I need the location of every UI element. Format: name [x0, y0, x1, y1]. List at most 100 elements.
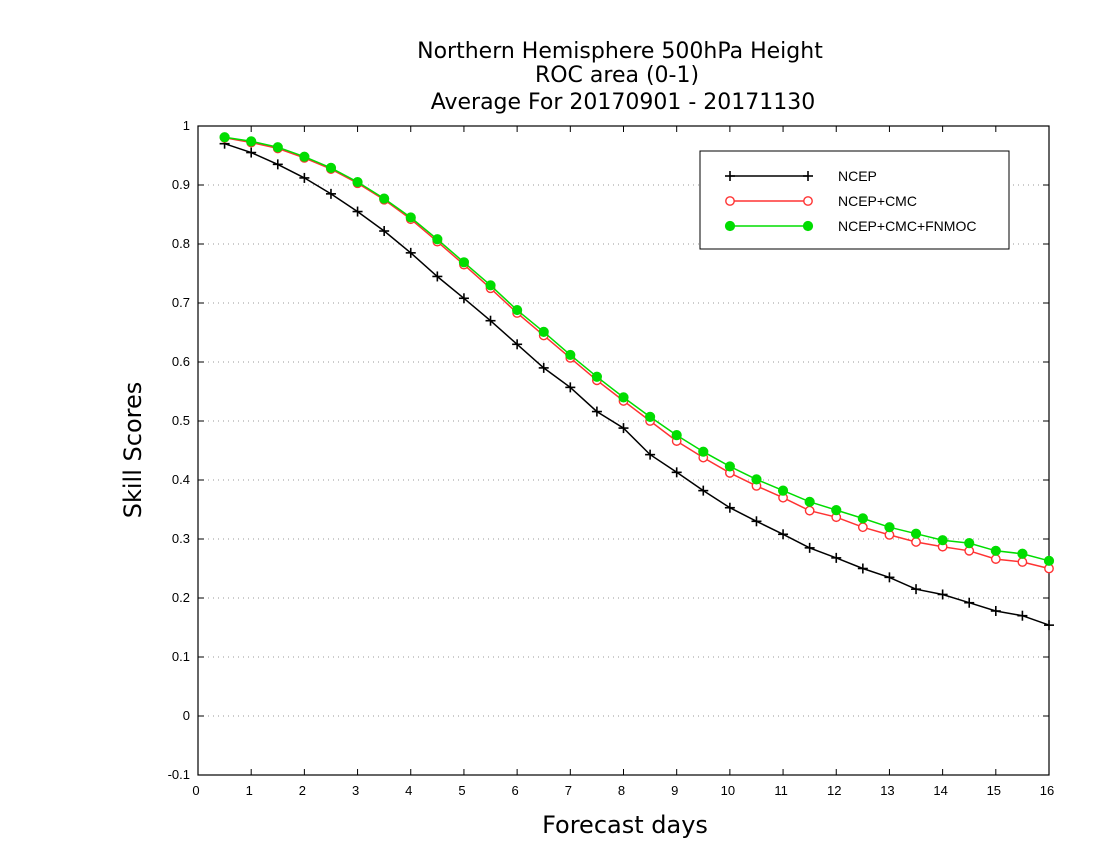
data-point [937, 535, 948, 546]
data-point [565, 349, 576, 361]
x-axis-ticks: 0 1 2 3 4 5 6 7 8 9 10 11 12 13 14 15 16 [192, 126, 1054, 798]
grid-lines [198, 184, 1049, 717]
y-tick-label: 0.4 [172, 472, 190, 487]
data-point [884, 522, 895, 533]
legend-marker [725, 171, 735, 181]
data-point [1017, 548, 1028, 559]
x-tick-label: 10 [721, 783, 735, 798]
data-point [804, 496, 815, 507]
x-tick-label: 5 [458, 783, 465, 798]
data-point [751, 516, 762, 527]
data-point [778, 529, 789, 540]
data-point [272, 159, 283, 170]
data-point [964, 597, 975, 608]
y-tick-label: 0.8 [172, 236, 190, 251]
data-point [724, 502, 735, 513]
x-axis-label: Forecast days [542, 811, 708, 839]
y-tick-label: 0.3 [172, 531, 190, 546]
data-point [911, 584, 922, 595]
data-point [1017, 610, 1028, 621]
data-point [299, 172, 310, 183]
data-point [804, 505, 815, 516]
data-point [246, 136, 257, 147]
data-point [246, 147, 257, 158]
x-tick-label: 13 [880, 783, 894, 798]
legend: NCEP NCEP+CMC NCEP+CMC+FNMOC [699, 150, 1010, 250]
legend-items: NCEP NCEP+CMC NCEP+CMC+FNMOC [724, 168, 976, 234]
x-tick-label: 4 [405, 783, 412, 798]
data-point [485, 280, 496, 291]
x-tick-label: 2 [299, 783, 306, 798]
y-axis-label: Skill Scores [119, 382, 147, 519]
x-tick-label: 7 [565, 783, 572, 798]
data-point [831, 504, 842, 516]
data-point [405, 247, 416, 258]
legend-marker [725, 196, 735, 206]
x-tick-label: 12 [827, 783, 841, 798]
data-point [857, 522, 868, 533]
data-point [352, 206, 363, 217]
data-point [937, 589, 948, 600]
data-point [724, 461, 735, 472]
legend-label: NCEP+CMC+FNMOC [838, 218, 976, 234]
data-point [857, 513, 868, 524]
data-point [910, 528, 922, 539]
data-point [352, 176, 363, 188]
series-lines [219, 132, 1055, 631]
x-tick-label: 16 [1040, 783, 1054, 798]
y-axis-ticks: -0.1 0 0.1 0.2 0.3 0.4 0.5 0.6 0.7 0.8 0.9 1 [168, 118, 1049, 782]
x-tick-label: 0 [192, 783, 199, 798]
x-tick-label: 8 [618, 783, 625, 798]
series-line-0 [224, 142, 1050, 626]
data-point [698, 446, 709, 457]
x-tick-label: 9 [671, 783, 678, 798]
data-point [432, 271, 443, 282]
series-2 [219, 132, 1055, 566]
data-point [458, 293, 469, 304]
title-line-3: Average For 20170901 - 20171130 [431, 90, 816, 115]
y-tick-label: 0.7 [172, 295, 190, 310]
y-tick-label: 0.6 [172, 354, 190, 369]
y-tick-label: 0.1 [172, 649, 190, 664]
data-point [1044, 620, 1054, 631]
data-point [618, 392, 629, 403]
data-point [618, 423, 629, 434]
chart-title: Northern Hemisphere 500hPa Height ROC ar… [417, 39, 823, 115]
data-point [538, 326, 549, 338]
x-tick-label: 3 [352, 783, 359, 798]
data-point [911, 537, 921, 547]
data-point [777, 485, 789, 496]
data-point [325, 162, 337, 173]
data-point [432, 234, 443, 245]
legend-entry-1: NCEP+CMC [725, 193, 917, 209]
x-tick-label: 1 [246, 783, 253, 798]
data-point [884, 572, 895, 583]
data-point [645, 449, 656, 460]
data-point [804, 542, 815, 553]
y-tick-label: 0.2 [172, 590, 190, 605]
data-point [990, 605, 1001, 616]
legend-entry-0: NCEP [725, 168, 877, 184]
data-point [512, 304, 523, 316]
data-point [591, 406, 602, 417]
data-point [1043, 555, 1055, 566]
data-point [325, 188, 336, 199]
legend-marker [803, 196, 813, 206]
legend-marker [724, 220, 736, 232]
data-point [379, 226, 390, 237]
y-tick-label: 0.5 [172, 413, 190, 428]
data-point [990, 545, 1001, 556]
data-point [485, 315, 496, 326]
legend-marker [803, 171, 813, 181]
data-point [698, 485, 709, 496]
legend-label: NCEP+CMC [838, 193, 917, 209]
data-point [671, 467, 682, 478]
data-point [565, 382, 576, 393]
data-point [379, 193, 390, 204]
title-line-1: Northern Hemisphere 500hPa Height [417, 39, 823, 64]
data-point [644, 411, 656, 422]
y-tick-label: 0.9 [172, 177, 190, 192]
y-tick-label: -0.1 [168, 767, 190, 782]
y-tick-label: 1 [183, 118, 190, 133]
